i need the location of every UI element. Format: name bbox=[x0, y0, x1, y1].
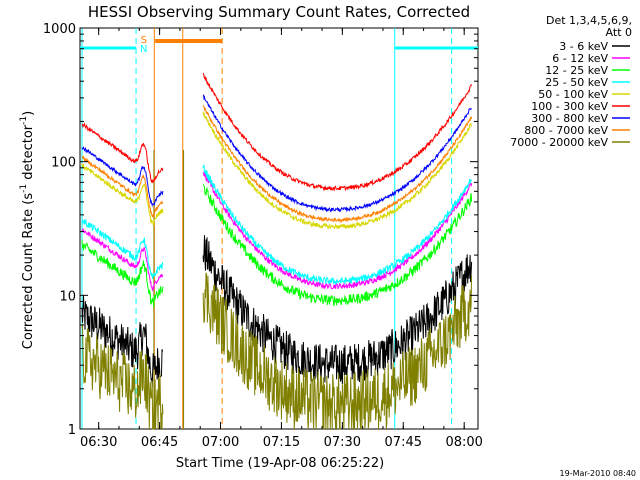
y-axis-label: Corrected Count Rate (s-1 detector-1) bbox=[19, 111, 36, 349]
legend-header-0: Det 1,3,4,5,6,9, bbox=[546, 14, 632, 27]
series-line-3-0 bbox=[81, 218, 164, 279]
y-tick-label-1: 10 bbox=[59, 289, 76, 304]
legend-label-1: 6 - 12 keV bbox=[552, 52, 608, 65]
series-line-1-0 bbox=[81, 228, 164, 293]
x-tick-label-2: 07:00 bbox=[202, 435, 239, 450]
series-line-0-1 bbox=[202, 235, 473, 385]
series-line-7-1 bbox=[202, 104, 473, 224]
series-line-8-0 bbox=[81, 323, 164, 430]
x-tick-label-0: 06:30 bbox=[80, 435, 117, 450]
series-5 bbox=[81, 72, 473, 192]
series-8 bbox=[81, 272, 473, 430]
y-axis-label-sup1: -1 bbox=[19, 184, 29, 193]
series-line-8-1 bbox=[202, 272, 473, 430]
x-tick-label-6: 08:00 bbox=[445, 435, 482, 450]
series-line-7-0 bbox=[81, 155, 163, 218]
x-tick-label-5: 07:45 bbox=[385, 435, 422, 450]
series-line-4-1 bbox=[202, 111, 473, 230]
y-tick-label-0: 1 bbox=[68, 423, 76, 438]
legend-header-1: Att 0 bbox=[606, 26, 632, 39]
plot-frame bbox=[79, 27, 479, 430]
series-3 bbox=[81, 164, 473, 286]
legend-label-0: 3 - 6 keV bbox=[559, 40, 608, 53]
axes-group: 06:30 06:45 07:00 07:15 07:30 07:45 08:00 1 10 10… bbox=[43, 22, 483, 450]
y-tick-label-3: 1000 bbox=[43, 22, 76, 37]
event-markers: SN bbox=[80, 28, 478, 429]
chart-title: HESSI Observing Summary Count Rates, Cor… bbox=[88, 3, 470, 21]
series-line-6-1 bbox=[202, 94, 472, 213]
series-2 bbox=[81, 184, 473, 308]
legend-label-3: 25 - 50 keV bbox=[545, 76, 608, 89]
y-axis-label-mid: detector bbox=[21, 124, 36, 184]
series-1 bbox=[81, 171, 473, 293]
y-axis-label-end: ) bbox=[21, 111, 36, 116]
series-0 bbox=[81, 235, 473, 388]
footer-date: 19-Mar-2010 08:40 bbox=[560, 469, 637, 478]
series-line-4-0 bbox=[81, 163, 164, 226]
saa-marker-label: S bbox=[141, 35, 147, 46]
plot-frame-group bbox=[79, 27, 479, 430]
series-line-1-1 bbox=[202, 171, 473, 290]
legend-label-8: 7000 - 20000 keV bbox=[510, 136, 608, 149]
series-line-2-0 bbox=[81, 239, 164, 308]
y-axis-label-sup2: -1 bbox=[19, 116, 29, 125]
series-line-5-0 bbox=[81, 121, 164, 184]
series-7 bbox=[81, 104, 473, 224]
x-tick-label-1: 06:45 bbox=[141, 435, 178, 450]
series-line-6-0 bbox=[81, 146, 164, 208]
x-tick-label-3: 07:15 bbox=[263, 435, 300, 450]
x-axis-label: Start Time (19-Apr-08 06:25:22) bbox=[176, 456, 384, 471]
series-4 bbox=[81, 111, 473, 230]
series-line-0-0 bbox=[81, 295, 163, 388]
legend-label-2: 12 - 25 keV bbox=[545, 64, 608, 77]
series-6 bbox=[81, 94, 472, 213]
legend-label-5: 100 - 300 keV bbox=[531, 100, 608, 113]
series-line-2-1 bbox=[202, 184, 473, 307]
series-line-5-1 bbox=[202, 72, 473, 192]
legend-label-7: 800 - 7000 keV bbox=[524, 124, 608, 137]
x-tick-label-4: 07:30 bbox=[324, 435, 361, 450]
night-marker-label: N bbox=[140, 44, 147, 55]
data-series-group bbox=[81, 72, 473, 430]
legend-label-4: 50 - 100 keV bbox=[538, 88, 608, 101]
y-tick-label-2: 100 bbox=[51, 156, 76, 171]
legend-label-6: 300 - 800 keV bbox=[531, 112, 608, 125]
series-line-3-1 bbox=[202, 164, 473, 286]
